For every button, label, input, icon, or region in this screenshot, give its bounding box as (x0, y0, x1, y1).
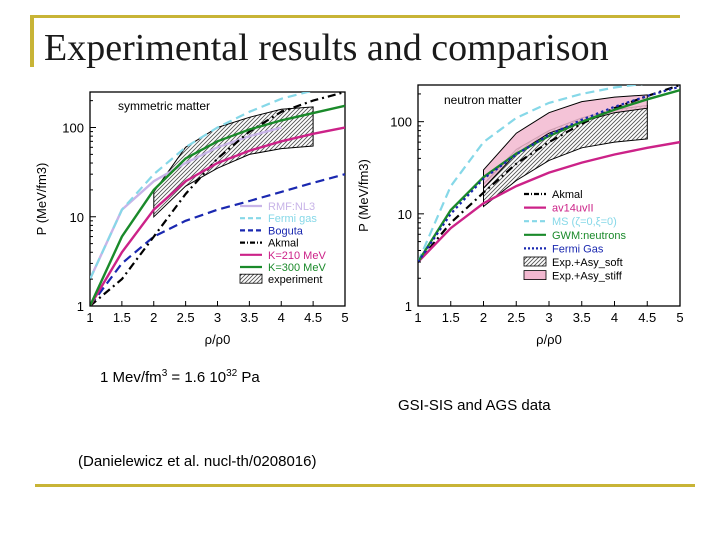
panel-label: neutron matter (444, 93, 522, 107)
x-tick-label: 5 (341, 310, 348, 325)
legend-label: K=300 MeV (268, 262, 326, 274)
x-tick-label: 2.5 (507, 310, 525, 325)
series-av14uvii (418, 140, 680, 263)
slide-title: Experimental results and comparison (44, 27, 609, 69)
legend-label: Boguta (268, 225, 304, 237)
series-akmal (90, 92, 345, 306)
y-tick-label: 10 (70, 210, 84, 225)
series-k-300-mev (90, 104, 345, 306)
x-tick-label: 3 (545, 310, 552, 325)
conversion-middle: = 1.6 10 (167, 369, 227, 386)
legend-label: Akmal (268, 238, 299, 250)
conversion-prefix: 1 Mev/fm (100, 369, 162, 386)
reference-note: (Danielewicz et al. nucl-th/0208016) (78, 453, 317, 470)
y-axis-label: P (MeV/fm3) (356, 159, 371, 232)
chart-panel-1: 1 10 100 1 1.5 2 2.5 3 3.5 4 4.5 5 ρ/ρ0 P (MeV/fm3) sy… (34, 91, 349, 347)
legend-label: av14uvII (552, 203, 594, 215)
legend-label: experiment (268, 274, 322, 286)
top-accent-rule (30, 15, 680, 18)
y-tick-label: 1 (77, 299, 84, 314)
y-tick-label: 10 (398, 207, 412, 222)
unit-conversion-note: 1 Mev/fm3 = 1.6 1032 Pa (100, 368, 260, 386)
legend-label: K=210 MeV (268, 250, 326, 262)
conversion-suffix: Pa (237, 369, 260, 386)
series-gwm-neutrons (418, 88, 680, 263)
legend-label: MS (ζ=0,ξ=0) (552, 216, 617, 228)
x-tick-label: 4 (611, 310, 618, 325)
x-tick-label: 4 (278, 310, 285, 325)
series-ms-0-0- (418, 85, 644, 263)
series-akmal (418, 85, 680, 263)
y-tick-label: 1 (405, 299, 412, 314)
x-tick-label: 1.5 (442, 310, 460, 325)
series-k-210-mev (90, 126, 345, 306)
legend-label: Exp.+Asy_stiff (552, 271, 623, 283)
x-tick-label: 3.5 (240, 310, 258, 325)
plot-area (90, 92, 345, 306)
bottom-accent-rule (35, 484, 695, 487)
legend-label: Akmal (552, 189, 583, 201)
x-tick-label: 4.5 (638, 310, 656, 325)
series-boguta (90, 173, 345, 306)
y-tick-label: 100 (390, 115, 412, 130)
conversion-prefix-sup: 3 (161, 368, 168, 379)
panel-label: symmetric matter (118, 99, 210, 113)
x-tick-label: 3 (214, 310, 221, 325)
plot-area (418, 85, 680, 263)
x-axis-label: ρ/ρ0 (205, 332, 231, 347)
x-axis-label: ρ/ρ0 (536, 332, 562, 347)
x-tick-label: 4.5 (304, 310, 322, 325)
data-source-note: GSI-SIS and AGS data (398, 397, 551, 414)
x-tick-label: 1.5 (113, 310, 131, 325)
x-tick-label: 3.5 (573, 310, 591, 325)
series-fermi-gas (90, 92, 312, 280)
legend-label: RMF:NL3 (268, 201, 315, 213)
x-tick-label: 1 (414, 310, 421, 325)
x-tick-label: 5 (676, 310, 683, 325)
legend-label: GWM:neutrons (552, 230, 626, 242)
legend-swatch (523, 256, 547, 267)
x-tick-label: 2 (150, 310, 157, 325)
left-accent-rule (30, 15, 34, 67)
legend-swatch (523, 270, 547, 281)
conversion-middle-sup: 32 (226, 368, 238, 379)
y-tick-label: 100 (62, 121, 84, 136)
legend-swatch (239, 273, 263, 284)
y-axis-label: P (MeV/fm3) (34, 163, 49, 236)
x-tick-label: 2.5 (177, 310, 195, 325)
band-experiment (153, 106, 314, 218)
x-tick-label: 1 (86, 310, 93, 325)
legend-label: Fermi gas (268, 213, 317, 225)
legend-label: Fermi Gas (552, 243, 604, 255)
legend-label: Exp.+Asy_soft (552, 257, 623, 269)
x-tick-label: 2 (480, 310, 487, 325)
chart-panel-2: 1 10 100 1 1.5 2 2.5 3 3.5 4 4.5 5 ρ/ρ0 P (MeV/fm3) ne… (356, 84, 684, 347)
